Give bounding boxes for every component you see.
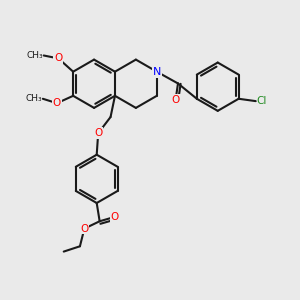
Text: O: O (54, 53, 62, 63)
Text: O: O (53, 98, 61, 108)
Text: O: O (172, 94, 180, 105)
Text: Cl: Cl (256, 96, 267, 106)
Text: CH₃: CH₃ (26, 51, 43, 60)
Text: O: O (80, 224, 88, 234)
Text: O: O (111, 212, 119, 222)
Text: CH₃: CH₃ (26, 94, 42, 103)
Text: N: N (153, 67, 161, 77)
Text: O: O (94, 128, 102, 138)
